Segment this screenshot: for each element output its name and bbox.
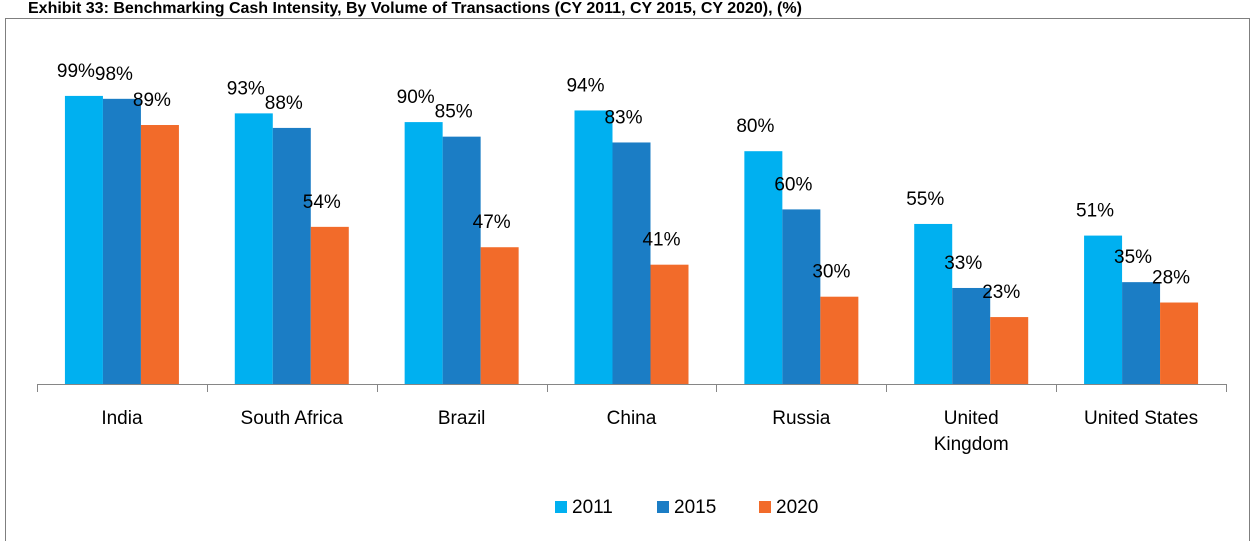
bar [102,98,141,384]
data-label: 41% [642,230,680,251]
x-tick-label: Russia [772,408,831,429]
chart-border [5,18,1250,541]
data-label: 98% [95,64,133,85]
data-label: 90% [397,87,435,108]
data-label: 33% [944,253,982,274]
bar [272,127,311,385]
bar [914,223,953,384]
data-label: 99% [57,61,95,82]
legend-swatch [759,501,771,513]
data-label: 30% [812,262,850,283]
data-label: 51% [1076,201,1114,222]
data-label: 85% [435,102,473,123]
bar [310,226,349,384]
bar [574,110,613,385]
data-label: 60% [774,174,812,195]
data-label: 28% [1152,268,1190,289]
bar [782,209,821,384]
x-tick-label: China [606,408,657,429]
bar [1160,302,1199,384]
bar [480,247,519,384]
data-label: 89% [133,90,171,111]
legend-swatch [555,501,567,513]
legend-label: 2011 [572,497,613,518]
data-label: 88% [265,93,303,114]
data-label: 80% [736,116,774,137]
bar [650,264,689,384]
data-label: 93% [227,78,265,99]
bar [612,142,651,384]
x-tick-label: South Africa [240,408,343,429]
x-tick-label: United States [1084,408,1199,429]
legend-label: 2020 [776,497,818,518]
data-label: 47% [473,212,511,233]
data-label: 94% [566,75,604,96]
bar [64,95,103,384]
bar [744,151,783,384]
data-label: 55% [906,189,944,210]
data-label: 35% [1114,247,1152,268]
x-tick-label: Brazil [437,408,486,429]
bar [952,287,991,384]
x-tick-label: United Kingdom [933,408,1009,455]
chart-title: Exhibit 33: Benchmarking Cash Intensity,… [28,0,802,17]
legend-swatch [657,501,669,513]
bar [404,122,443,384]
bar [1122,282,1161,384]
x-tick-label: India [101,408,143,429]
bar [990,317,1029,384]
data-label: 23% [982,282,1020,303]
bar [442,136,481,384]
bar [1084,235,1123,384]
bar [820,296,859,384]
bar [140,125,179,384]
legend-label: 2015 [674,497,716,518]
bar [234,113,273,385]
data-label: 83% [604,107,642,128]
data-label: 54% [303,192,341,213]
